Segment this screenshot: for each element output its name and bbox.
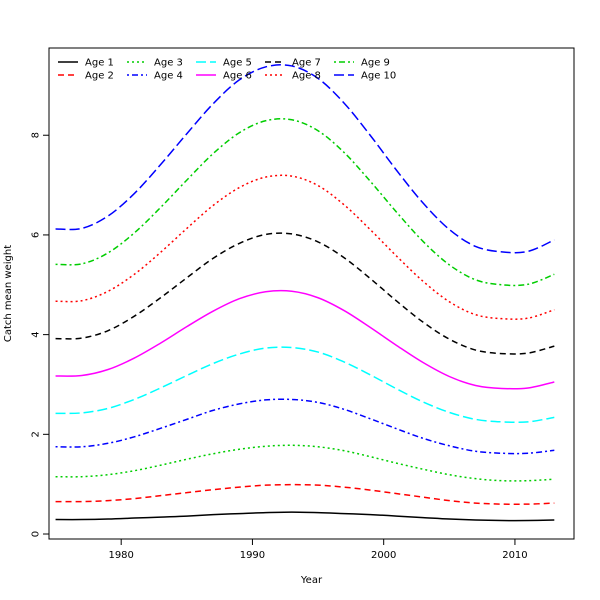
y-axis-label: Catch mean weight — [3, 245, 14, 342]
series-layer — [55, 64, 555, 522]
y-tick-label: 4 — [31, 331, 42, 337]
x-tick-label: 2000 — [371, 550, 396, 561]
legend-label: Age 6 — [223, 71, 252, 82]
x-tick-label: 1990 — [240, 550, 265, 561]
y-tick-label: 0 — [31, 531, 42, 537]
series-line-10 — [55, 64, 555, 254]
legend: Age 1 Age 2 Age 3 Age 4 Age 5 Age 6 Age 7 Age 8… — [58, 58, 396, 82]
x-tick-label: 2010 — [502, 550, 527, 561]
y-tick-label: 2 — [31, 431, 42, 437]
series-line-3 — [55, 444, 555, 482]
legend-label: Age 3 — [154, 58, 183, 69]
legend-label: Age 1 — [85, 58, 114, 69]
plot-frame — [48, 47, 575, 540]
series-line-7 — [55, 232, 555, 355]
series-line-2 — [55, 483, 555, 505]
legend-label: Age 2 — [85, 71, 114, 82]
legend-label: Age 10 — [361, 71, 396, 82]
legend-label: Age 7 — [292, 58, 321, 69]
axes: 1980 1990 2000 2010 0 2 4 6 8 — [31, 132, 528, 561]
y-tick-label: 8 — [31, 132, 42, 138]
legend-label: Age 5 — [223, 58, 252, 69]
series-line-1 — [55, 511, 555, 522]
legend-label: Age 4 — [154, 71, 183, 82]
series-line-6 — [55, 289, 555, 390]
series-line-9 — [55, 118, 555, 287]
series-line-4 — [55, 398, 555, 455]
legend-label: Age 9 — [361, 58, 390, 69]
x-tick-label: 1980 — [108, 550, 133, 561]
legend-label: Age 8 — [292, 71, 321, 82]
y-tick-label: 6 — [31, 232, 42, 238]
x-axis-label: Year — [300, 575, 323, 586]
series-line-5 — [55, 346, 555, 424]
series-line-8 — [55, 174, 555, 320]
